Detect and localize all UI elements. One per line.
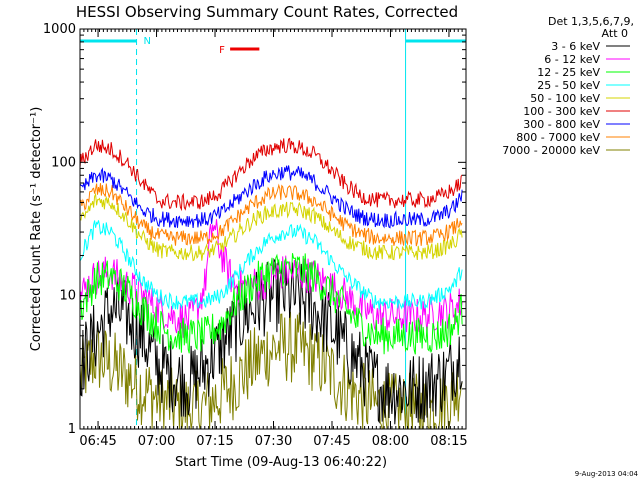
series-line	[79, 253, 463, 355]
x-tick-label: 08:00	[372, 434, 409, 449]
legend-header-line: Det 1,3,5,6,7,9,	[548, 15, 634, 28]
series-line	[79, 192, 463, 262]
x-tick-label: 07:45	[313, 434, 350, 449]
night-label: N	[144, 36, 151, 47]
legend-label: 3 - 6 keV	[551, 40, 600, 53]
legend-label: 100 - 300 keV	[523, 105, 600, 118]
series-line	[79, 137, 463, 212]
series-line	[79, 311, 463, 430]
y-tick-label: 1	[68, 422, 76, 437]
legend-label: 12 - 25 keV	[537, 66, 600, 79]
y-tick-label: 10	[59, 289, 76, 304]
x-axis-label: Start Time (09-Aug-13 06:40:22)	[175, 455, 387, 470]
orbit-markers: NF	[79, 29, 467, 429]
legend-label: 50 - 100 keV	[530, 92, 600, 105]
legend-label: 6 - 12 keV	[544, 53, 600, 66]
legend-label: 800 - 7000 keV	[516, 131, 600, 144]
flare-label: F	[219, 45, 225, 56]
legend-header-line: Att 0	[602, 27, 628, 40]
y-axis: 1 10 100 1000	[43, 22, 466, 437]
y-axis-label: Corrected Count Rate (s⁻¹ detector⁻¹)	[29, 107, 44, 352]
y-tick-label: 100	[51, 155, 76, 170]
series-line	[79, 220, 463, 310]
legend-label: 25 - 50 keV	[537, 79, 600, 92]
x-tick-label: 07:00	[138, 434, 175, 449]
plot-frame	[79, 28, 467, 430]
series-layer	[79, 137, 463, 430]
legend-label: 7000 - 20000 keV	[502, 144, 600, 157]
y-tick-label: 1000	[43, 22, 76, 37]
chart-title: HESSI Observing Summary Count Rates, Cor…	[76, 3, 458, 21]
x-tick-label: 06:45	[79, 434, 116, 449]
footer-timestamp: 9-Aug-2013 04:04	[575, 470, 639, 478]
x-tick-label: 08:15	[430, 434, 467, 449]
x-tick-label: 07:15	[196, 434, 233, 449]
x-axis: 06:45 07:00 07:15 07:30 07:45 08:00 08:15	[79, 29, 468, 449]
series-line	[79, 165, 463, 229]
series-line	[79, 183, 463, 247]
x-tick-label: 07:30	[255, 434, 292, 449]
legend-label: 300 - 800 keV	[523, 118, 600, 131]
